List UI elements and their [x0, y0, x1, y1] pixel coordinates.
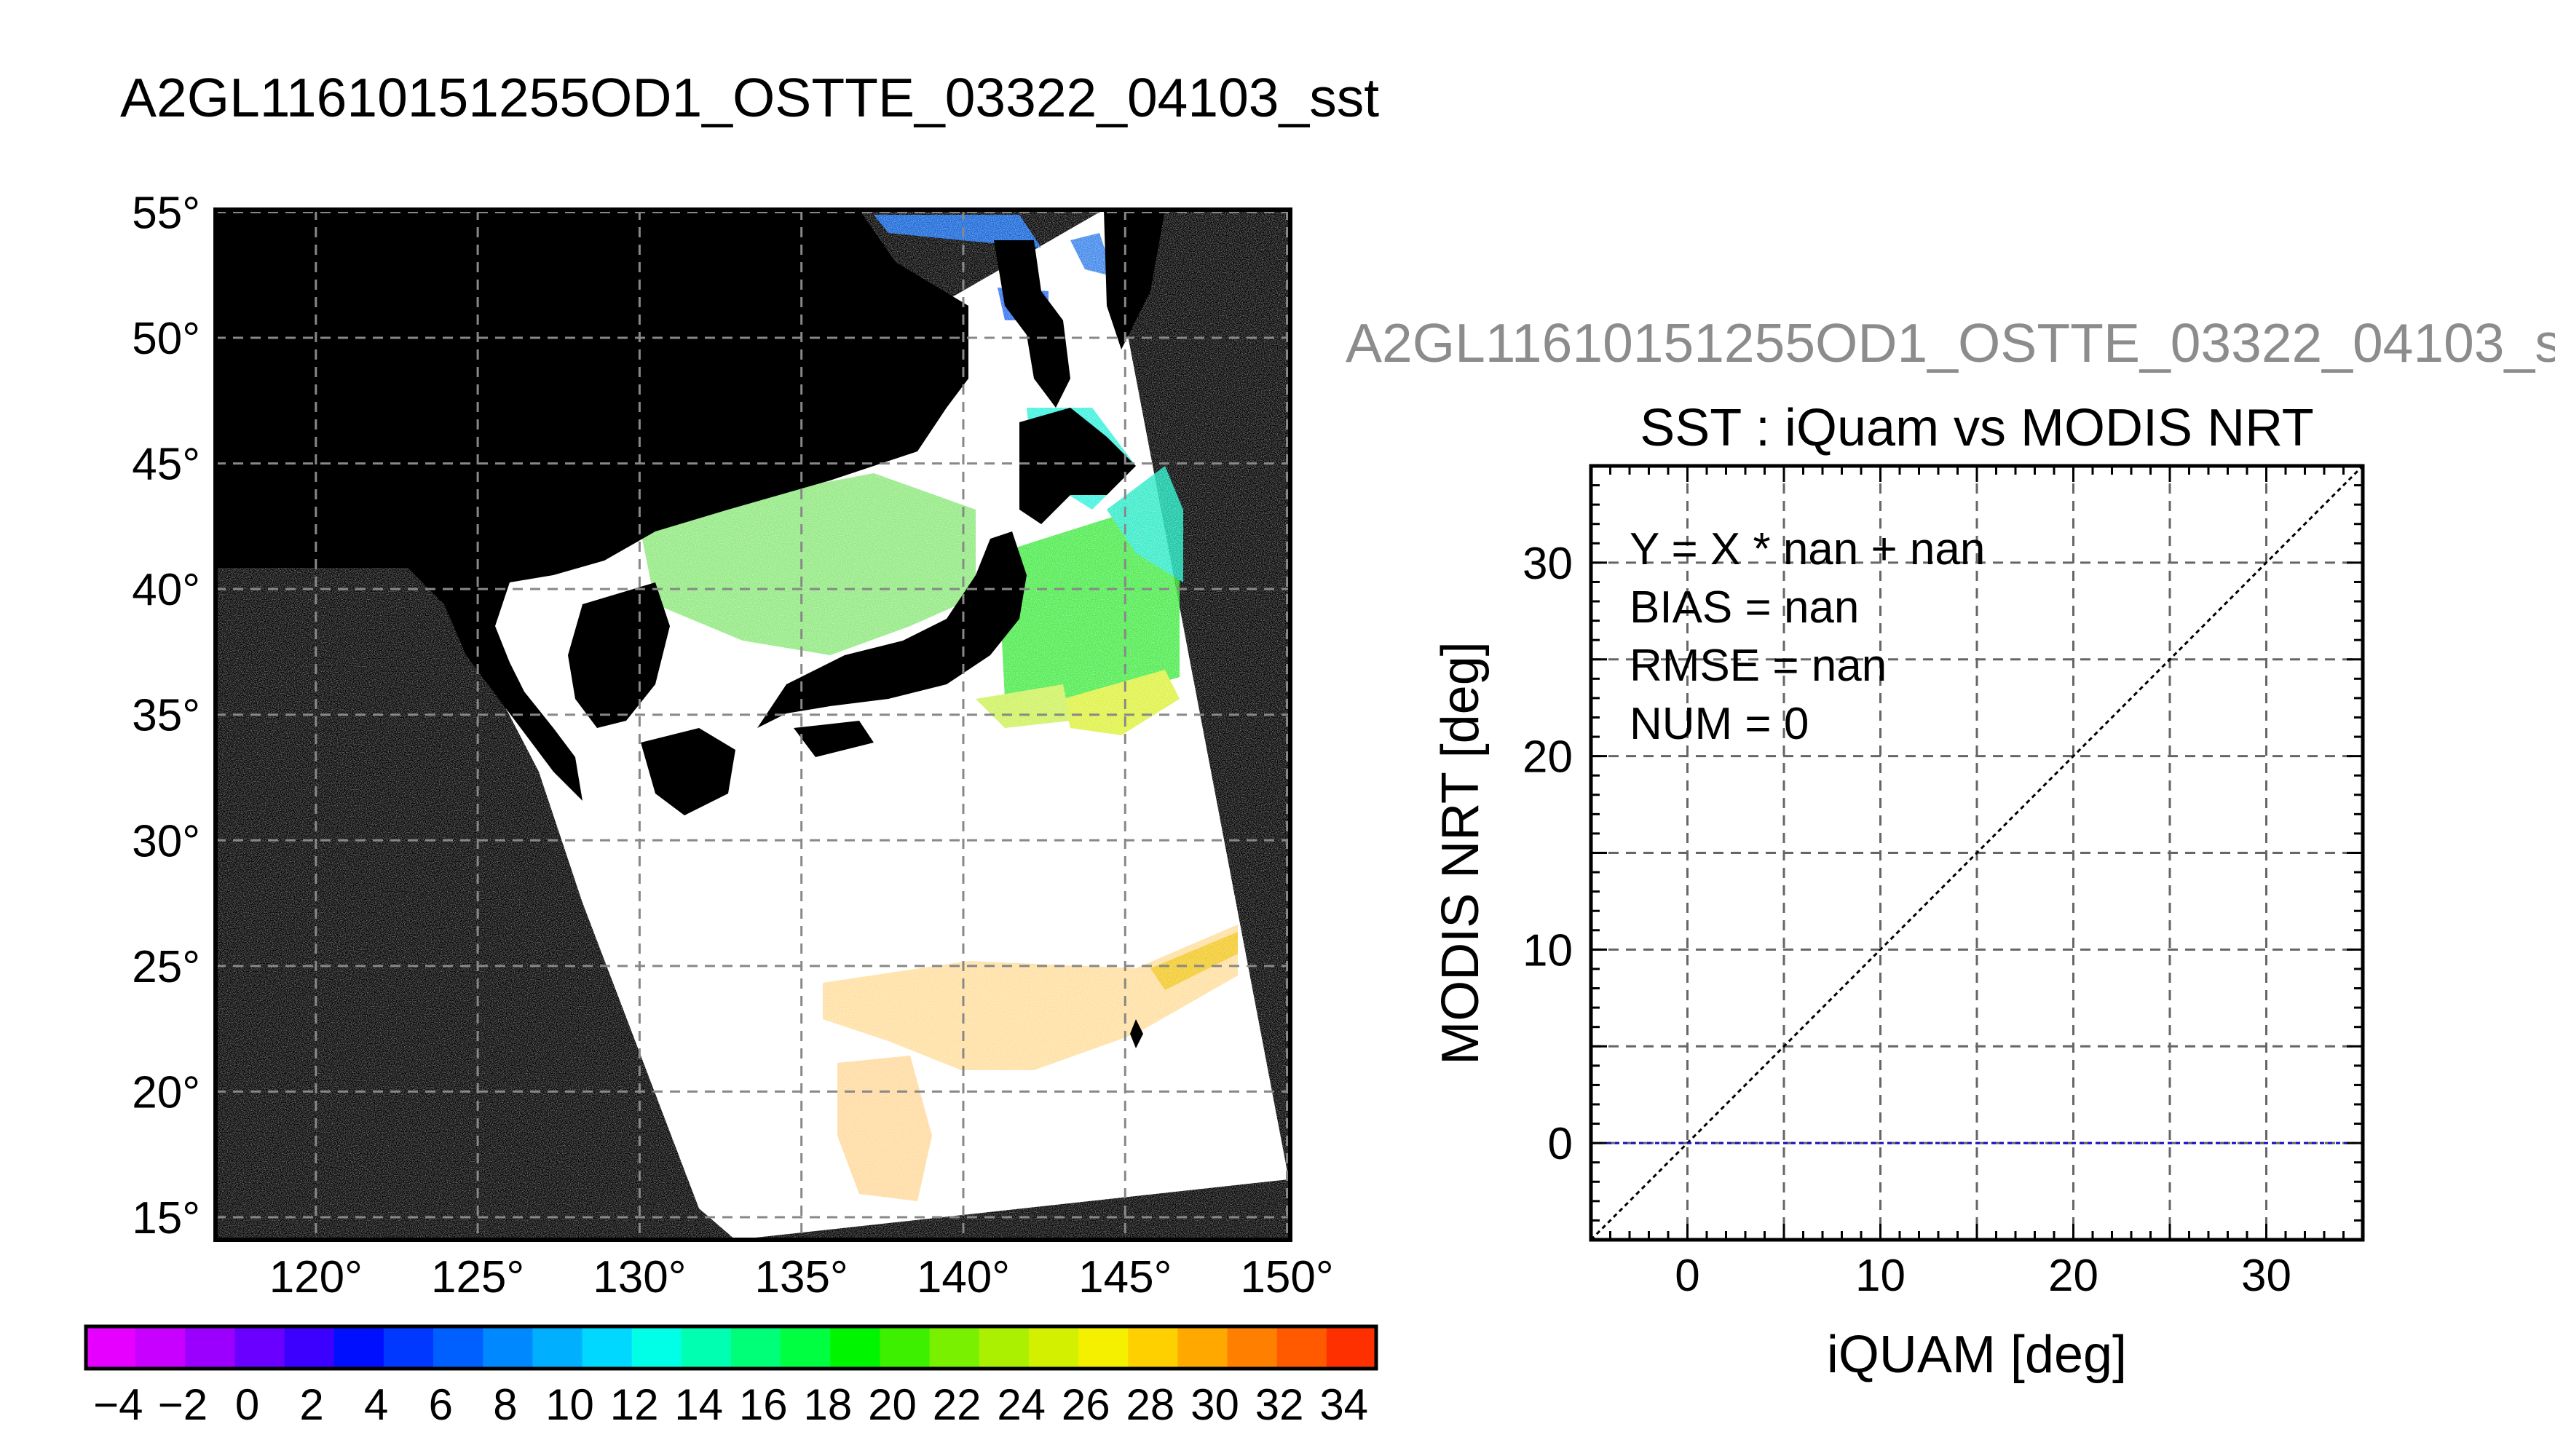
stats-line: RMSE = nan	[1630, 641, 1887, 691]
x-tick-labels: 0 10 20 30	[1675, 1251, 2291, 1301]
colorbar-tick-label: 10	[545, 1380, 594, 1429]
colorbar-tick-label: 18	[804, 1380, 853, 1429]
longitude-tick-label: 125°	[431, 1252, 524, 1302]
colorbar-swatch	[681, 1326, 732, 1369]
x-tick-label: 20	[2048, 1251, 2098, 1301]
colorbar-tick-label: 16	[739, 1380, 788, 1429]
colorbar-tick-label: 6	[429, 1380, 453, 1429]
colorbar-tick-label: 14	[674, 1380, 723, 1429]
colorbar-swatch	[830, 1326, 881, 1369]
colorbar-tick-label: 0	[235, 1380, 259, 1429]
scatter-frame	[1589, 464, 2365, 1242]
colorbar-tick-label: 22	[933, 1380, 982, 1429]
scatter-file-title: A2GL11610151255OD1_OSTTE_03322_04103_sst	[1346, 312, 2555, 373]
colorbar-swatch	[582, 1326, 633, 1369]
colorbar-swatch	[1177, 1326, 1228, 1369]
map-frame	[213, 207, 1292, 1242]
latitude-tick-label: 20°	[132, 1067, 200, 1117]
latitude-tick-label: 45°	[132, 440, 200, 490]
colorbar-swatch	[929, 1326, 980, 1369]
sst-map: 120° 125° 130° 135° 140° 145° 150° 15° 20° 25° 30…	[132, 188, 1333, 1302]
colorbar: −4 −2 0 2 4 6 8 10 12 14 16 18 20 22 24 26 28 30 32 34	[84, 1324, 1378, 1429]
colorbar-swatch	[880, 1326, 931, 1369]
colorbar-swatch	[1326, 1326, 1377, 1369]
longitude-tick-label: 130°	[593, 1252, 686, 1302]
colorbar-swatch	[731, 1326, 782, 1369]
regression-stats: Y = X * nan + nan BIAS = nan RMSE = nan NUM…	[1630, 524, 1985, 749]
colorbar-swatch	[433, 1326, 484, 1369]
colorbar-frame	[84, 1324, 1378, 1371]
latitude-tick-label: 35°	[132, 691, 200, 741]
latitude-tick-labels: 15° 20° 25° 30° 35° 40° 45° 50° 55°	[132, 188, 200, 1243]
colorbar-swatch	[532, 1326, 583, 1369]
colorbar-swatch	[781, 1326, 832, 1369]
x-tick-label: 10	[1855, 1251, 1906, 1301]
colorbar-swatch	[333, 1326, 384, 1369]
y-tick-label: 20	[1523, 732, 1573, 783]
colorbar-swatch	[86, 1326, 137, 1369]
colorbar-tick-label: 26	[1062, 1380, 1110, 1429]
latitude-tick-label: 15°	[132, 1193, 200, 1243]
colorbar-swatch	[383, 1326, 435, 1369]
colorbar-tick-label: 28	[1126, 1380, 1175, 1429]
colorbar-tick-label: −4	[93, 1380, 143, 1429]
stats-line: NUM = 0	[1630, 699, 1809, 749]
y-tick-label: 0	[1548, 1119, 1573, 1169]
colorbar-swatch	[1227, 1326, 1278, 1369]
y-tick-labels: 0 10 20 30	[1523, 539, 1573, 1169]
stats-line: Y = X * nan + nan	[1630, 524, 1985, 574]
x-tick-label: 30	[2241, 1251, 2291, 1301]
latitude-tick-label: 40°	[132, 565, 200, 615]
colorbar-swatch	[979, 1326, 1030, 1369]
colorbar-swatch	[1276, 1326, 1327, 1369]
colorbar-swatch	[483, 1326, 534, 1369]
colorbar-tick-label: 34	[1319, 1380, 1368, 1429]
land	[216, 210, 1165, 1048]
y-axis-label: MODIS NRT [deg]	[1431, 641, 1490, 1065]
colorbar-swatch	[1078, 1326, 1129, 1369]
colorbar-tick-label: 8	[493, 1380, 517, 1429]
stats-line: BIAS = nan	[1630, 582, 1859, 633]
colorbar-tick-labels: −4 −2 0 2 4 6 8 10 12 14 16 18 20 22 24 26 28 30 32 34	[93, 1380, 1368, 1429]
colorbar-swatch	[135, 1326, 186, 1369]
y-tick-label: 30	[1523, 539, 1573, 589]
colorbar-swatch	[185, 1326, 236, 1369]
colorbar-swatch	[1028, 1326, 1080, 1369]
reference-lines	[1590, 464, 2364, 1241]
identity-line	[1590, 464, 2364, 1241]
longitude-tick-label: 135°	[755, 1252, 848, 1302]
longitude-tick-labels: 120° 125° 130° 135° 140° 145° 150°	[269, 1252, 1334, 1302]
longitude-tick-label: 120°	[269, 1252, 363, 1302]
scatter-title: SST : iQuam vs MODIS NRT	[1640, 399, 2314, 457]
longitude-tick-label: 145°	[1078, 1252, 1172, 1302]
longitude-tick-label: 140°	[917, 1252, 1010, 1302]
colorbar-swatch	[234, 1326, 285, 1369]
colorbar-tick-label: 20	[868, 1380, 917, 1429]
latitude-tick-label: 25°	[132, 942, 200, 992]
colorbar-swatch	[1128, 1326, 1179, 1369]
colorbar-tick-label: 32	[1255, 1380, 1304, 1429]
latitude-tick-label: 30°	[132, 816, 200, 866]
colorbar-tick-label: −2	[158, 1380, 208, 1429]
colorbar-swatch	[284, 1326, 335, 1369]
colorbar-tick-label: 12	[610, 1380, 659, 1429]
latitude-tick-label: 55°	[132, 188, 200, 238]
x-tick-label: 0	[1675, 1251, 1699, 1301]
x-axis-label: iQUAM [deg]	[1827, 1326, 2127, 1384]
scatter-plot: 0 10 20 30 0 10 20 30 Y = X * nan + nan BIAS = …	[1431, 464, 2365, 1384]
map-grid	[216, 210, 1290, 1240]
colorbar-tick-label: 30	[1190, 1380, 1239, 1429]
colorbar-swatches	[86, 1326, 1377, 1369]
colorbar-tick-label: 4	[364, 1380, 388, 1429]
y-tick-label: 10	[1523, 925, 1573, 976]
longitude-tick-label: 150°	[1240, 1252, 1333, 1302]
colorbar-tick-label: 2	[299, 1380, 323, 1429]
map-title: A2GL11610151255OD1_OSTTE_03322_04103_sst	[120, 67, 1379, 128]
latitude-tick-label: 50°	[132, 314, 200, 364]
colorbar-swatch	[631, 1326, 682, 1369]
colorbar-tick-label: 24	[997, 1380, 1046, 1429]
